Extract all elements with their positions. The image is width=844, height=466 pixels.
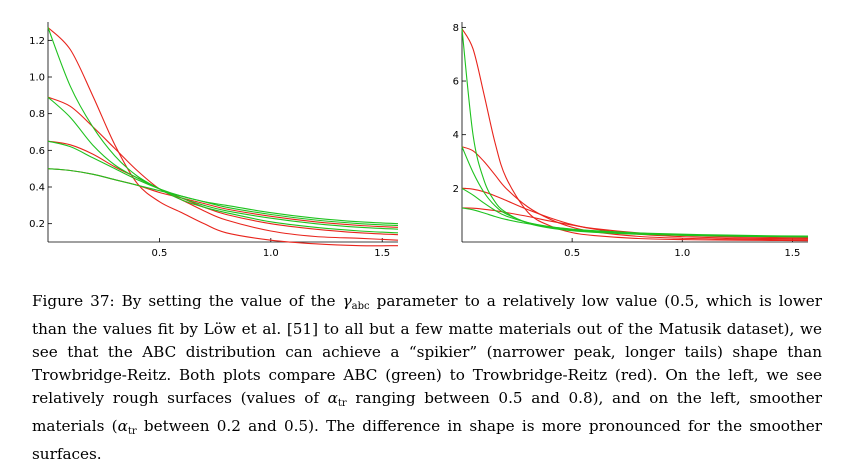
red-curve-2 — [461, 187, 809, 240]
y-tick-label: 0.6 — [29, 146, 45, 157]
green-curve-7 — [461, 207, 809, 237]
green-curve-4 — [47, 27, 399, 234]
green-curve-7 — [47, 168, 399, 225]
y-tick-label: 1.2 — [29, 36, 45, 47]
x-tick-label: 0.5 — [151, 248, 167, 259]
gamma-symbol: γ — [342, 292, 352, 310]
red-curve-0 — [47, 27, 399, 247]
y-tick-label: 0.2 — [29, 219, 45, 230]
red-curve-0 — [461, 28, 809, 242]
x-tick-label: 1.0 — [263, 248, 279, 259]
red-curve-1 — [47, 96, 399, 241]
y-tick-label: 4 — [453, 130, 459, 141]
green-curve-5 — [47, 96, 399, 230]
caption-part-2: parameter to a relatively low value (0.5… — [32, 292, 822, 407]
right-plot: 0.5 1.0 1.5 2 4 6 8 — [453, 22, 809, 259]
green-curve-6 — [47, 140, 399, 227]
figure-caption: Figure 37: By setting the value of the γ… — [32, 290, 822, 466]
caption-part-1: Figure 37: By setting the value of the — [32, 292, 343, 310]
x-tick-label: 1.0 — [674, 248, 690, 259]
left-plot: 0.5 1.0 1.5 0.2 0.4 0.6 0.8 1.0 1.2 — [29, 22, 399, 259]
y-tick-label: 6 — [453, 77, 459, 88]
alpha-symbol-2: α — [117, 417, 128, 435]
y-tick-label: 0.8 — [29, 109, 45, 120]
alpha-symbol: α — [327, 389, 338, 407]
y-tick-label: 8 — [453, 23, 459, 34]
alpha-subscript: tr — [337, 398, 347, 409]
caption-part-3: ranging between 0.5 and 0.8), and on the… — [32, 389, 823, 435]
y-tick-label: 2 — [453, 184, 459, 195]
y-tick-label: 1.0 — [29, 73, 45, 84]
x-tick-label: 1.5 — [784, 248, 800, 259]
x-tick-label: 0.5 — [564, 248, 580, 259]
x-tick-label: 1.5 — [374, 248, 390, 259]
alpha-subscript-2: tr — [127, 426, 137, 437]
green-curve-4 — [461, 28, 809, 238]
caption-part-4: between 0.2 and 0.5). The difference in … — [32, 417, 822, 463]
figure-plots: 0.5 1.0 1.5 0.2 0.4 0.6 0.8 1.0 1.2 0.5 1.0 1.5 2 4 6… — [29, 22, 809, 259]
y-tick-label: 0.4 — [29, 183, 45, 194]
gamma-subscript: abc — [351, 301, 370, 312]
